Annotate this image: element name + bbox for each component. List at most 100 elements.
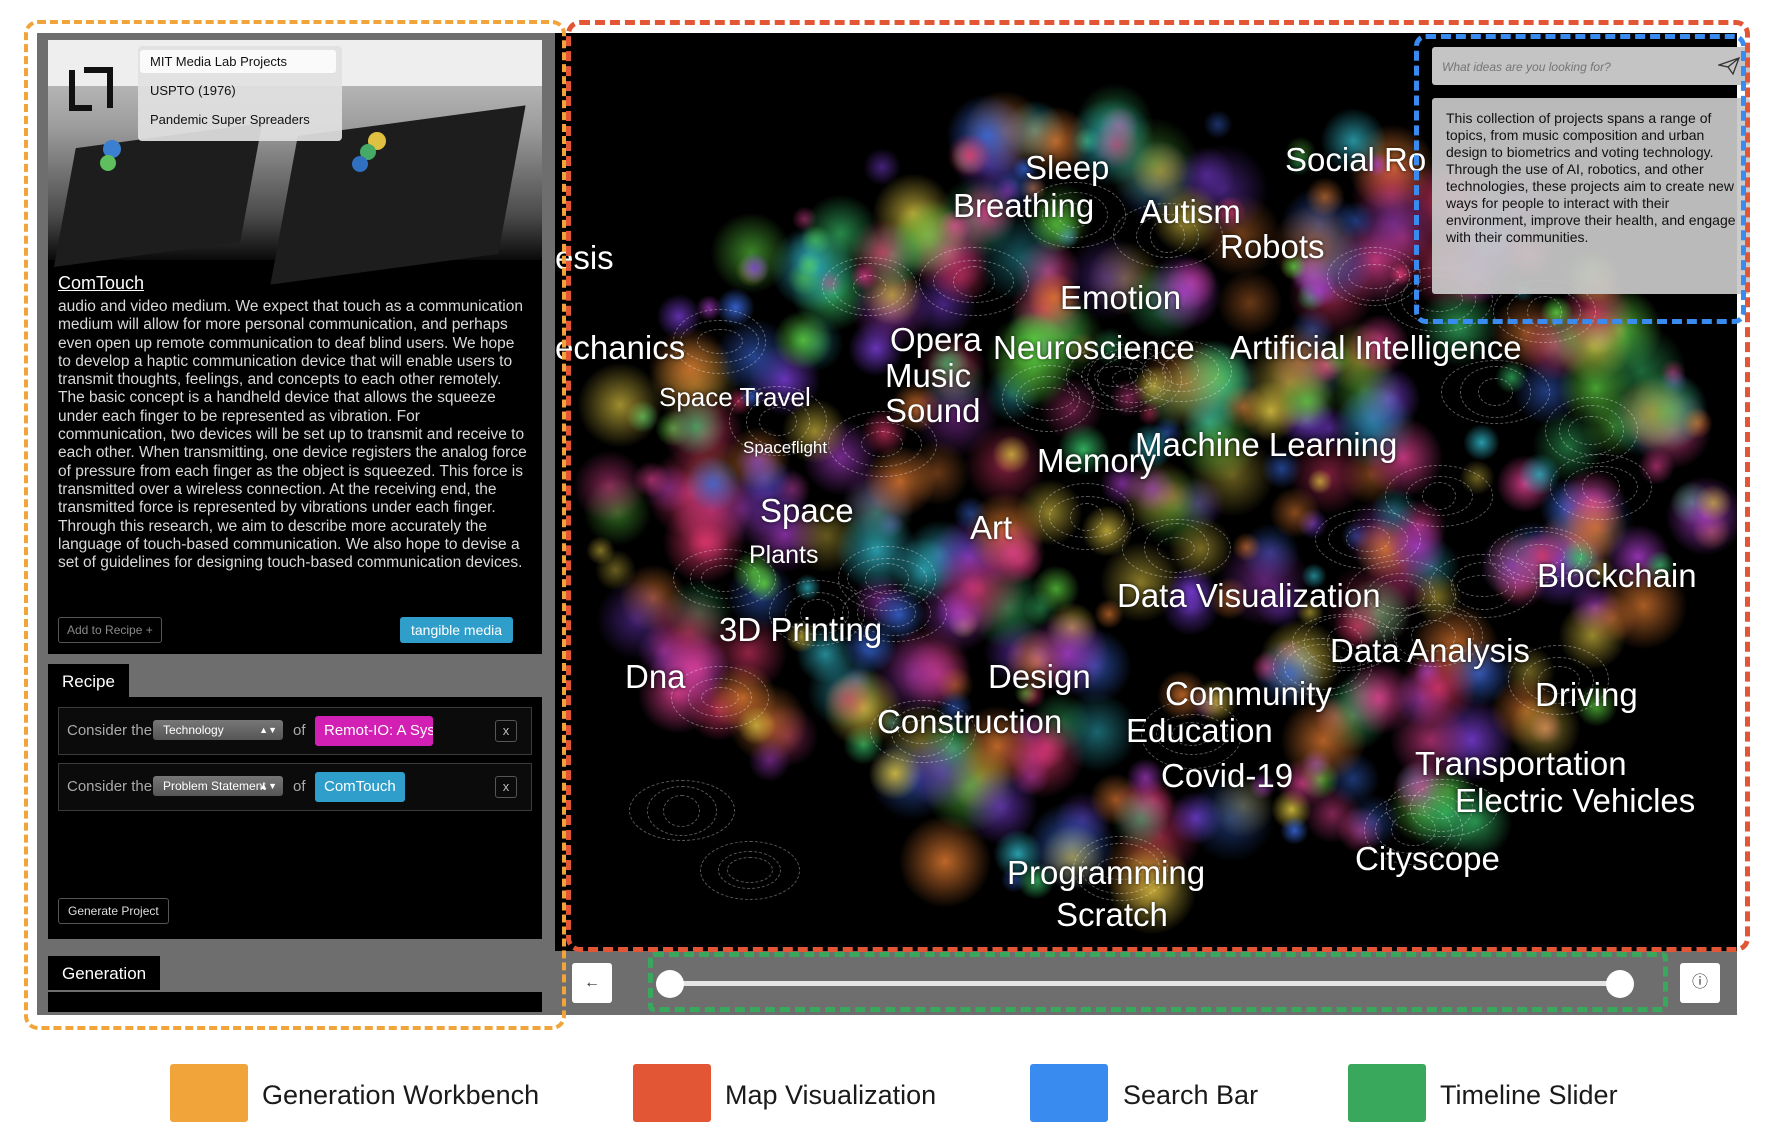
topic-label[interactable]: Breathing [953, 187, 1095, 224]
project-blob[interactable] [1210, 774, 1275, 839]
project-blob[interactable] [1026, 611, 1110, 695]
project-blob[interactable] [1307, 468, 1333, 494]
project-blob[interactable] [684, 455, 741, 512]
project-blob[interactable] [1094, 598, 1124, 629]
topic-label[interactable]: Emotion [1060, 279, 1182, 316]
dataset-option[interactable]: Pandemic Super Spreaders [150, 112, 310, 127]
project-blob[interactable] [1263, 322, 1341, 400]
project-blob[interactable] [1168, 791, 1223, 846]
recipe-field-select[interactable]: Technology ▲▼ [153, 720, 283, 740]
topic-label[interactable]: Scratch [1056, 896, 1168, 933]
topic-label[interactable]: Robots [1220, 228, 1325, 265]
dataset-option[interactable]: MIT Media Lab Projects [140, 50, 336, 73]
project-blob[interactable] [1013, 680, 1039, 706]
project-blob[interactable] [847, 320, 905, 377]
timeline-start-handle[interactable] [656, 970, 684, 998]
topic-label[interactable]: Programming [1007, 854, 1206, 891]
topic-label[interactable]: Machine Learning [1135, 426, 1398, 463]
tab-generation[interactable]: Generation [48, 956, 161, 990]
topic-label[interactable]: Autism [1140, 193, 1241, 230]
project-blob[interactable] [1217, 270, 1284, 337]
timeline-end-handle[interactable] [1606, 970, 1634, 998]
topic-label[interactable]: Design [988, 658, 1091, 695]
project-blob[interactable] [926, 342, 970, 386]
back-button[interactable]: ← [572, 963, 612, 1003]
project-blob[interactable] [1091, 119, 1141, 169]
topic-label[interactable]: Driving [1535, 676, 1638, 713]
topic-label[interactable]: Art [970, 509, 1013, 546]
project-blob[interactable] [992, 828, 1043, 879]
topic-label[interactable]: Music [885, 357, 972, 394]
topic-label[interactable]: Space [760, 492, 854, 529]
recipe-project-chip[interactable]: ComTouch [315, 772, 405, 802]
project-blob[interactable] [666, 397, 727, 458]
project-blob[interactable] [1161, 577, 1220, 636]
project-blob[interactable] [1279, 815, 1310, 846]
project-blob[interactable] [1280, 253, 1308, 280]
topic-label[interactable]: Data Analysis [1330, 632, 1530, 669]
project-blob[interactable] [953, 496, 989, 532]
tab-recipe[interactable]: Recipe [48, 664, 129, 698]
project-blob[interactable] [1056, 423, 1110, 477]
project-blob[interactable] [1349, 314, 1411, 376]
project-blob[interactable] [1598, 560, 1689, 651]
topic-label[interactable]: Spaceflight [743, 438, 828, 457]
project-blob[interactable] [1279, 696, 1368, 785]
project-blob[interactable] [824, 674, 872, 723]
project-blob[interactable] [1333, 386, 1416, 469]
project-blob[interactable] [1177, 146, 1236, 204]
topic-label[interactable]: Plants [749, 541, 819, 569]
project-blob[interactable] [1694, 484, 1732, 522]
project-blob[interactable] [738, 252, 771, 284]
topic-label[interactable]: Memory [1037, 442, 1157, 479]
project-blob[interactable] [747, 739, 791, 783]
project-blob[interactable] [1248, 772, 1277, 801]
topic-label[interactable]: Construction [877, 703, 1063, 740]
topic-label[interactable]: Transportation [1415, 745, 1627, 782]
project-blob[interactable] [1127, 464, 1176, 513]
project-blob[interactable] [732, 459, 811, 538]
search-input[interactable] [1432, 47, 1720, 87]
project-blob[interactable] [994, 177, 1022, 205]
topic-label[interactable]: Electric Vehicles [1455, 782, 1696, 819]
project-blob[interactable] [1203, 110, 1233, 140]
project-title[interactable]: ComTouch [58, 273, 145, 293]
topic-label[interactable]: Sound [885, 392, 981, 429]
topic-label[interactable]: echanics [555, 329, 686, 366]
project-blob[interactable] [1285, 149, 1313, 176]
project-blob[interactable] [979, 519, 1046, 587]
topic-label[interactable]: Opera [890, 321, 982, 358]
topic-label[interactable]: Sleep [1025, 149, 1110, 186]
recipe-project-chip[interactable]: Remot-IO: A Sys [315, 716, 433, 746]
project-blob[interactable] [1126, 423, 1174, 471]
send-icon[interactable] [1718, 57, 1740, 75]
research-group-tag[interactable]: tangible media [400, 617, 514, 643]
project-blob[interactable] [772, 310, 834, 371]
topic-label[interactable]: Social Ro [1285, 141, 1427, 178]
recipe-field-select[interactable]: Problem Statement ▲▼ [153, 776, 283, 796]
project-blob[interactable] [992, 434, 1032, 474]
project-blob[interactable] [1269, 487, 1321, 539]
project-blob[interactable] [946, 132, 992, 179]
project-blob[interactable] [572, 449, 647, 524]
dataset-menu[interactable]: MIT Media Lab Projects USPTO (1976) Pand… [138, 46, 342, 141]
project-blob[interactable] [996, 709, 1086, 799]
topic-label[interactable]: Dna [625, 658, 686, 695]
project-blob[interactable] [1231, 532, 1262, 562]
topic-label[interactable]: 3D Printing [719, 611, 883, 648]
timeline-track[interactable] [670, 981, 1620, 986]
topic-label[interactable]: Space Travel [659, 382, 811, 412]
topic-label[interactable]: Cityscope [1355, 840, 1500, 877]
topic-label[interactable]: Blockchain [1537, 557, 1697, 594]
generate-project-button[interactable]: Generate Project [58, 898, 169, 924]
dataset-option[interactable]: USPTO (1976) [150, 83, 236, 98]
project-blob[interactable] [1190, 432, 1275, 518]
project-blob[interactable] [1363, 151, 1390, 178]
remove-recipe-button[interactable]: x [495, 776, 517, 798]
topic-label[interactable]: Artificial Intelligence [1230, 329, 1522, 366]
project-blob[interactable] [1660, 358, 1687, 385]
project-blob[interactable] [1462, 424, 1500, 462]
project-blob[interactable] [862, 147, 901, 187]
project-blob[interactable] [1335, 200, 1375, 240]
topic-label[interactable]: Neuroscience [993, 329, 1195, 366]
